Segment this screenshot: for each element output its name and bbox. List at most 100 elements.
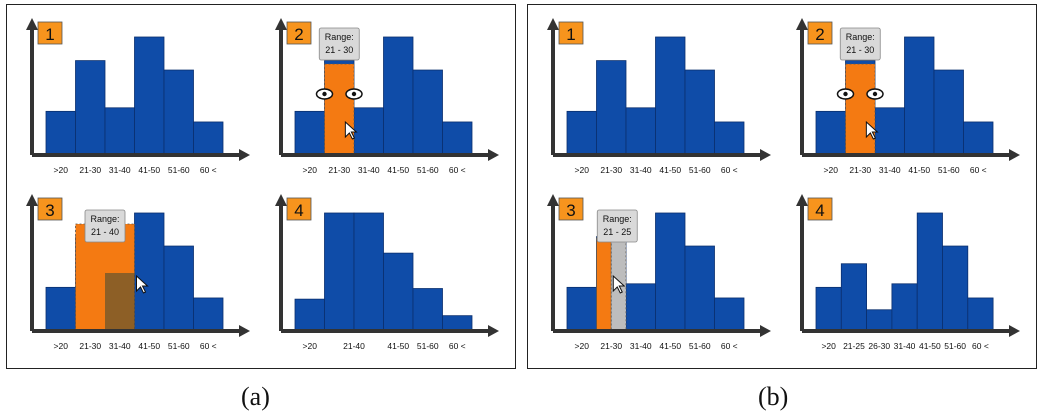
bar	[294, 110, 325, 156]
step-badge	[558, 21, 584, 45]
handle-dot	[322, 91, 327, 97]
tick-label: 26-30	[868, 341, 890, 351]
tick-label: 31-40	[109, 341, 131, 351]
tick-label: 60 <	[449, 341, 466, 351]
step-badge	[37, 21, 63, 45]
x-axis-arrow	[239, 149, 250, 161]
bar	[324, 212, 355, 332]
handle-dot	[872, 91, 878, 97]
bar	[75, 60, 106, 156]
tick-label: 60 <	[970, 165, 987, 175]
tooltip-range: 21 - 40	[91, 227, 119, 237]
tick-label: 41-50	[387, 165, 409, 175]
bar	[684, 69, 715, 156]
step-number: 3	[566, 201, 575, 220]
bar	[967, 297, 994, 332]
tick-label: 21-40	[343, 341, 365, 351]
tick-label: 60 <	[721, 165, 738, 175]
tick-label: >20	[303, 341, 318, 351]
histogram-b-2: Range: 21 - 30 >20 21-30 31-40 41-50 51-60 60 <…	[796, 18, 1020, 175]
tick-label: 51-60	[689, 165, 711, 175]
tick-label: 51-60	[168, 341, 190, 351]
tick-label: 31-40	[358, 165, 380, 175]
histogram-b-4: >20 21-25 26-30 31-40 41-50 51-60 60 < 4	[796, 194, 1020, 351]
tick-label: >20	[54, 341, 69, 351]
tick-label: >20	[575, 341, 590, 351]
histogram-a-4: >20 21-40 41-50 51-60 60 < 4	[275, 194, 499, 351]
bar	[815, 110, 846, 156]
tick-label: 41-50	[659, 165, 681, 175]
tick-label: 21-30	[849, 165, 871, 175]
cursor-icon	[344, 120, 358, 140]
cursor-icon	[865, 120, 879, 140]
bar	[442, 121, 473, 156]
bar	[442, 315, 473, 332]
bar	[874, 107, 905, 156]
bar	[933, 69, 964, 156]
tick-label: 21-30	[328, 165, 350, 175]
tick-label: 41-50	[908, 165, 930, 175]
handle-dot	[843, 91, 848, 97]
bar	[134, 36, 165, 156]
tick-label: 41-50	[138, 165, 160, 175]
bar	[193, 297, 224, 332]
step-badge	[558, 197, 584, 221]
tooltip-title: Range:	[846, 32, 875, 42]
bar	[353, 107, 384, 156]
y-axis-arrow	[796, 18, 808, 30]
bar	[193, 121, 224, 156]
bar	[942, 245, 969, 332]
tick-label: 51-60	[938, 165, 960, 175]
tooltip-title: Range:	[325, 32, 354, 42]
tick-label: 51-60	[168, 165, 190, 175]
tick-label: 60 <	[200, 341, 217, 351]
step-badge	[286, 197, 312, 221]
y-axis-arrow	[796, 194, 808, 206]
range-tooltip	[839, 27, 881, 61]
tick-label: 41-50	[138, 341, 160, 351]
bar	[163, 245, 194, 332]
bar	[294, 298, 325, 332]
bar	[45, 286, 76, 332]
range-tooltip	[84, 209, 126, 243]
tick-label: 31-40	[894, 341, 916, 351]
bar	[655, 36, 686, 156]
y-axis-arrow	[547, 18, 559, 30]
bar	[353, 212, 384, 332]
histogram-a-3: Range: 21 - 40 >20 21-30 31-40 41-50 51-60 60 <…	[26, 194, 250, 351]
tick-label: 41-50	[919, 341, 941, 351]
bar	[566, 110, 597, 156]
histogram-a-1: >20 21-30 31-40 41-50 51-60 60 < 1	[26, 18, 250, 175]
tick-label: 21-25	[843, 341, 865, 351]
tick-label: >20	[821, 341, 836, 351]
tooltip-range: 21 - 30	[325, 45, 353, 55]
tooltip-title: Range:	[90, 214, 119, 224]
range-highlight	[324, 63, 355, 156]
tick-label: 51-60	[417, 165, 439, 175]
bar	[963, 121, 994, 156]
bar	[916, 212, 943, 332]
tick-label: 21-30	[600, 165, 622, 175]
split-highlight	[596, 237, 612, 332]
histogram-b-1: >20 21-30 31-40 41-50 51-60 60 < 1	[547, 18, 771, 175]
tick-label: >20	[575, 165, 590, 175]
x-axis-arrow	[760, 325, 771, 337]
bar	[714, 297, 745, 332]
tick-label: >20	[54, 165, 69, 175]
tick-label: 31-40	[630, 165, 652, 175]
bar	[412, 69, 443, 156]
x-axis-arrow	[239, 325, 250, 337]
bar	[383, 36, 414, 156]
x-axis-arrow	[760, 149, 771, 161]
tick-label: 31-40	[109, 165, 131, 175]
tick-label: 21-30	[79, 341, 101, 351]
bar	[840, 263, 867, 332]
range-tooltip	[596, 209, 638, 243]
histogram-b-3: Range: 21 - 25 >20 21-30 31-40 41-50 51-60 60 <…	[547, 194, 771, 351]
bar	[891, 283, 918, 332]
tick-label: 60 <	[449, 165, 466, 175]
x-axis-arrow	[1009, 325, 1020, 337]
bar	[625, 283, 656, 332]
bar	[904, 36, 935, 156]
